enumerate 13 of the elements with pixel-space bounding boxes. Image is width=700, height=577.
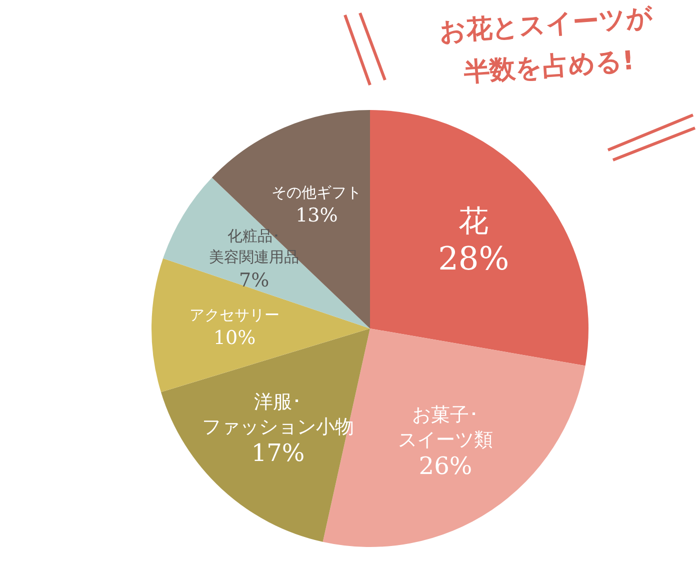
slice-label: アクセサリー xyxy=(190,306,280,324)
data-label: 13% xyxy=(296,204,338,226)
data-label: 26% xyxy=(418,452,472,480)
slice-label: 化粧品･美容関連用品 xyxy=(209,227,300,266)
chart-title: お花とスイーツが半数を占める! xyxy=(437,2,655,90)
slice-label: 洋服･ファッション小物 xyxy=(202,390,354,438)
slice-label: その他ギフト xyxy=(272,183,362,202)
slice-label: 花 xyxy=(458,204,489,240)
data-label: 10% xyxy=(213,326,256,349)
data-label: 28% xyxy=(438,240,510,278)
slice-label: お菓子･スイーツ類 xyxy=(398,404,493,451)
data-label: 17% xyxy=(251,439,305,468)
data-label: 7% xyxy=(239,269,270,292)
